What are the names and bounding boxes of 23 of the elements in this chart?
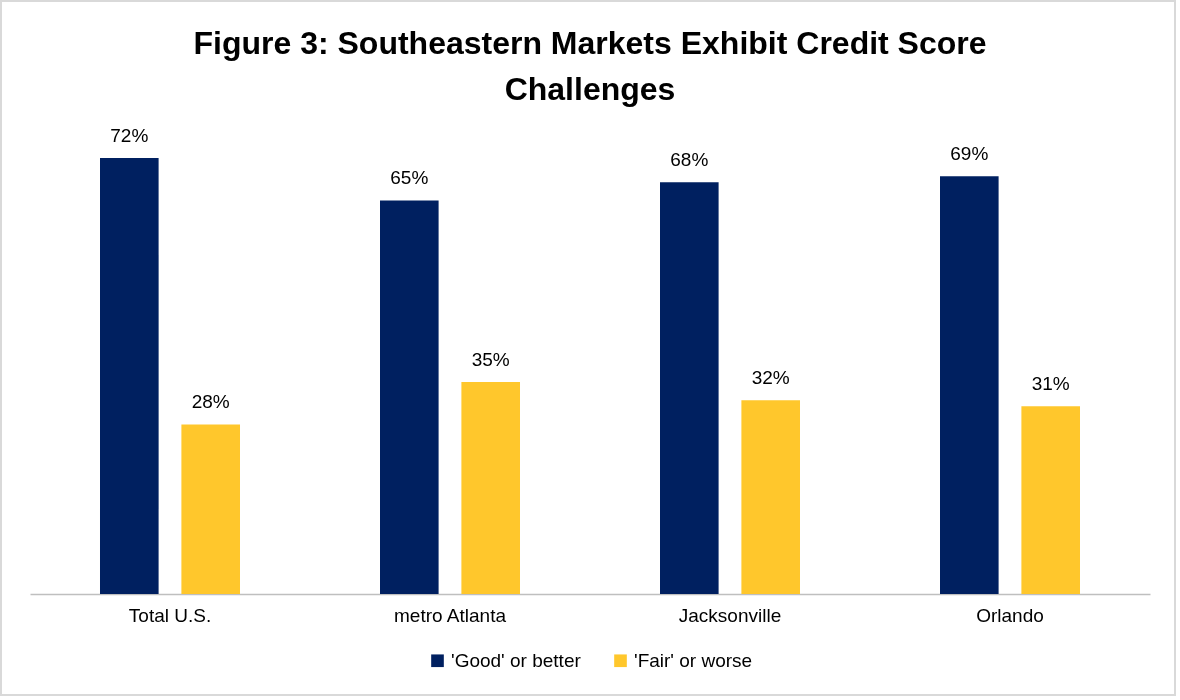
data-label: 28% xyxy=(191,391,230,413)
bar xyxy=(741,400,800,594)
chart-title: Figure 3: Southeastern Markets Exhibit Credit Score Challenges xyxy=(193,25,987,107)
data-label: 31% xyxy=(1031,373,1070,395)
bar xyxy=(1021,406,1080,594)
data-label: 35% xyxy=(471,349,510,371)
x-tick-label: Total U.S. xyxy=(128,604,212,626)
bar xyxy=(660,182,719,594)
data-label: 68% xyxy=(670,149,709,171)
bar xyxy=(380,200,439,594)
legend-label: 'Good' or better xyxy=(451,649,582,671)
bar xyxy=(461,382,520,594)
data-label: 65% xyxy=(390,167,429,189)
x-tick-label: Orlando xyxy=(976,604,1044,626)
x-tick-label: Jacksonville xyxy=(678,604,782,626)
data-label: 72% xyxy=(110,125,149,146)
bar xyxy=(181,424,240,594)
bar xyxy=(940,176,999,594)
x-tick-label: metro Atlanta xyxy=(394,604,507,626)
data-label: 69% xyxy=(950,143,989,165)
data-label: 32% xyxy=(751,367,790,389)
legend-label: 'Fair' or worse xyxy=(634,649,753,671)
bar xyxy=(100,158,159,594)
